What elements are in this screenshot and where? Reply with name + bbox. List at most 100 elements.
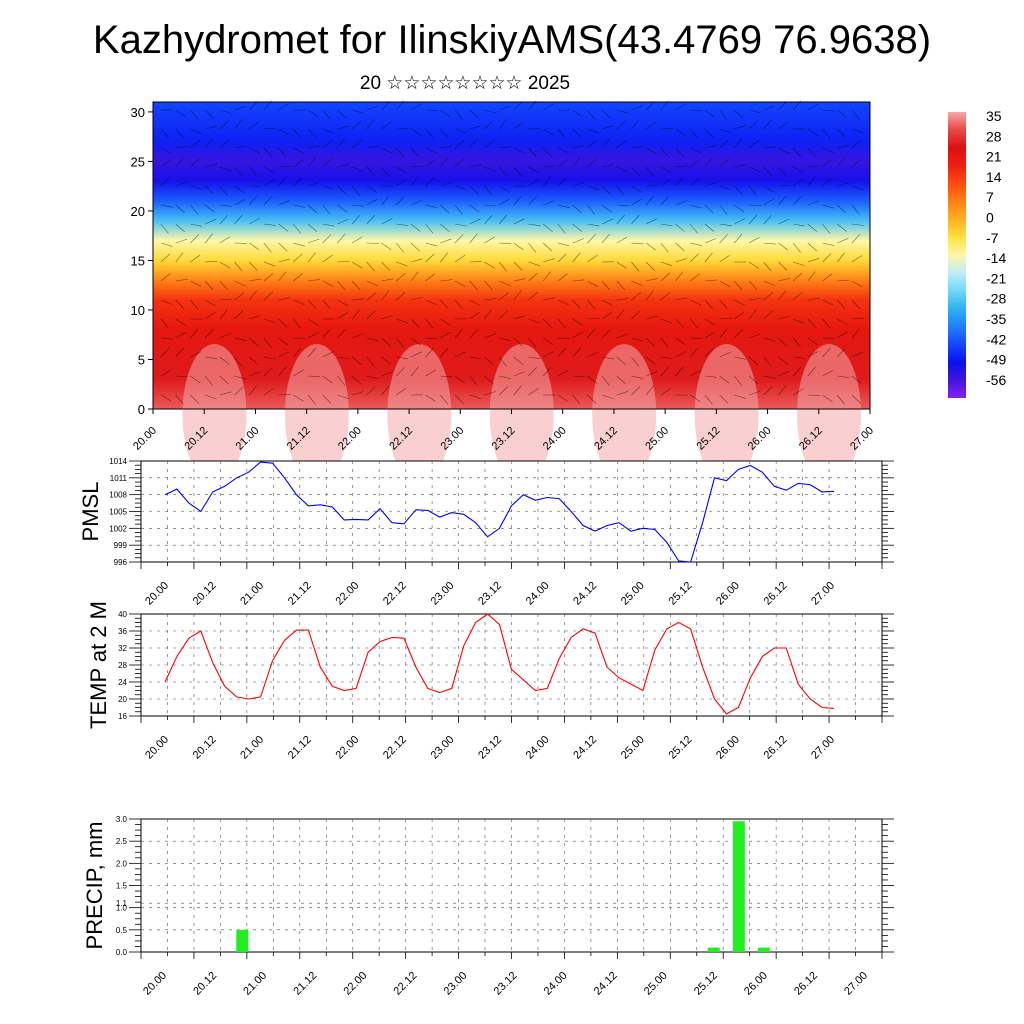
wind-barb: [763, 119, 772, 130]
wind-barb: [263, 147, 273, 158]
wind-barb: [410, 318, 420, 328]
wind-barb: [322, 128, 335, 134]
wind-barb: [234, 166, 244, 176]
wind-barb: [175, 347, 184, 358]
wind-barb: [499, 375, 511, 379]
wind-barb: [587, 204, 596, 215]
precip-x-tick-label: 26.00: [742, 970, 770, 998]
wind-barb: [175, 109, 186, 117]
wind-barb: [675, 242, 685, 252]
wind-barb: [205, 261, 218, 263]
wind-barb: [587, 234, 596, 244]
pmsl-x-tick-label: 22.12: [381, 580, 409, 608]
wind-barb: [557, 204, 570, 209]
wind-barb: [249, 121, 260, 130]
wind-barb: [278, 147, 287, 158]
precip-panel: 0.0 0.5 1.0 1.5 2.0 2.5 3.0 1.1 PRECIP, mm 20.00 2…: [82, 815, 894, 998]
wind-barb: [822, 242, 835, 246]
wind-barb: [337, 185, 347, 195]
precip-x-tick-label: 25.00: [642, 970, 670, 998]
page-subtitle: 20 ☆☆☆☆☆☆☆☆ 2025: [359, 73, 571, 94]
wind-barb: [704, 182, 717, 187]
wind-barb: [498, 261, 507, 272]
wind-barb: [454, 280, 466, 287]
wind-barb: [219, 109, 232, 114]
wind-barb: [160, 128, 170, 139]
wind-barb: [454, 185, 467, 190]
wind-barb: [807, 176, 816, 187]
wind-barb: [822, 299, 834, 306]
wind-barb: [557, 128, 566, 139]
wind-barb: [528, 366, 537, 377]
wind-barb: [307, 318, 319, 326]
wind-barb: [248, 290, 257, 301]
precip-y-tick-label: 0.5: [116, 926, 128, 935]
pmsl-x-tick-label: 22.00: [333, 580, 361, 608]
wind-barb: [410, 242, 420, 252]
wind-barb: [293, 128, 302, 139]
wind-barb: [719, 328, 728, 339]
wind-barb: [572, 182, 585, 187]
pmsl-y-tick-label: 1008: [109, 491, 127, 500]
wind-barb: [704, 109, 715, 118]
wind-barb: [190, 128, 202, 134]
wind-barb: [645, 147, 657, 154]
temp-x-tick-label: 26.00: [714, 734, 742, 762]
wind-barb: [190, 254, 201, 263]
wind-barb: [498, 386, 508, 396]
wind-barb: [160, 242, 173, 247]
wind-barb: [513, 278, 526, 282]
wind-barb: [322, 234, 332, 244]
warm-dome: [182, 344, 247, 484]
wind-barb: [822, 273, 833, 282]
wind-barb: [396, 388, 407, 396]
colorbar-label: -21: [986, 270, 1006, 286]
wind-barb: [322, 280, 334, 287]
wind-barb: [572, 299, 581, 310]
wind-barb: [675, 366, 684, 377]
precip-bar: [732, 821, 745, 952]
wind-barb: [704, 331, 716, 339]
wind-barb: [469, 394, 482, 399]
wind-barb: [601, 164, 614, 168]
wind-barb: [234, 280, 246, 287]
wind-barb: [660, 179, 671, 187]
wind-barb: [234, 214, 243, 225]
colorbar-label: -49: [986, 352, 1006, 368]
wind-barb: [248, 195, 258, 206]
colorbar-label: 28: [986, 128, 1002, 144]
wind-barb: [778, 147, 790, 154]
wind-barb: [352, 298, 365, 301]
colorbar-label: -35: [986, 311, 1006, 327]
wind-barb: [219, 298, 232, 301]
precip-x-tick-label: 24.12: [592, 970, 620, 998]
wind-barb: [175, 128, 185, 139]
wind-barb: [807, 337, 818, 345]
wind-barb: [440, 394, 449, 405]
wind-barb: [704, 279, 717, 282]
wind-barb: [249, 356, 259, 365]
wind-barb: [719, 280, 731, 288]
wind-barb: [675, 351, 687, 358]
wind-barb: [513, 218, 525, 225]
wind-barb: [616, 375, 626, 385]
wind-barb: [557, 253, 567, 263]
wind-barb: [396, 128, 409, 130]
wind-barb: [763, 375, 776, 379]
wind-barb: [822, 204, 835, 209]
wind-barb: [542, 242, 553, 252]
wind-barb: [337, 204, 348, 213]
wind-barb: [454, 109, 463, 120]
wind-barb: [351, 333, 364, 339]
wind-barb: [513, 166, 522, 177]
wind-barb: [498, 119, 507, 130]
wind-barb: [631, 375, 644, 379]
wind-barb: [719, 109, 728, 120]
wind-barb: [748, 280, 758, 291]
wind-barb: [307, 331, 319, 339]
wind-barb: [352, 391, 364, 396]
wind-barb: [851, 299, 861, 310]
wind-barb: [528, 147, 537, 158]
wind-barb: [484, 280, 493, 291]
